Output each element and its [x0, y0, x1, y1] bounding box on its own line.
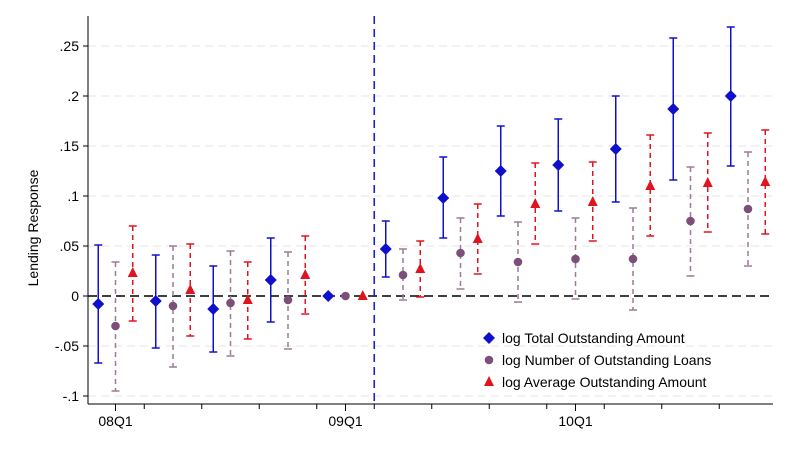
- legend-marker: [484, 355, 494, 365]
- legend-label: log Total Outstanding Amount: [502, 330, 685, 346]
- data-point: [242, 294, 253, 304]
- data-point: [168, 301, 178, 311]
- data-point: [552, 159, 565, 171]
- data-point: [494, 165, 507, 177]
- legend-marker: [483, 332, 495, 344]
- series-3: [127, 129, 771, 340]
- data-point: [357, 290, 368, 300]
- x-tick-label: 08Q1: [98, 413, 132, 429]
- legend-marker: [484, 376, 494, 386]
- y-tick-label: 0: [71, 288, 79, 304]
- data-point: [628, 254, 638, 264]
- data-point: [530, 198, 541, 208]
- y-tick-label: .1: [67, 188, 79, 204]
- data-point: [92, 298, 105, 310]
- y-tick-label: .25: [60, 38, 80, 54]
- data-point: [645, 180, 656, 190]
- data-point: [207, 303, 220, 315]
- data-point: [300, 269, 311, 279]
- data-point: [667, 103, 680, 115]
- y-tick-label: .15: [60, 138, 80, 154]
- data-point: [702, 177, 713, 187]
- reference-lines: [88, 16, 773, 404]
- data-point: [472, 233, 483, 243]
- y-tick-label: -.1: [63, 388, 80, 404]
- data-point: [398, 270, 408, 280]
- data-point: [111, 321, 120, 331]
- y-tick-label: -.05: [55, 338, 79, 354]
- data-point: [724, 90, 737, 102]
- data-point: [226, 298, 235, 308]
- legend-label: log Average Outstanding Amount: [502, 374, 707, 390]
- series-2: [111, 151, 753, 392]
- data-point: [686, 216, 695, 226]
- data-point: [185, 284, 196, 294]
- y-tick-label: .2: [67, 88, 79, 104]
- y-axis-label: Lending Response: [25, 169, 41, 286]
- data-series: [92, 26, 771, 392]
- data-point: [587, 196, 598, 206]
- legend-label: log Number of Outstanding Loans: [502, 352, 711, 368]
- series-1: [92, 26, 737, 364]
- x-tick-label: 09Q1: [328, 413, 362, 429]
- data-point: [379, 243, 392, 255]
- data-point: [149, 295, 162, 307]
- legend: log Total Outstanding Amount log Number o…: [483, 330, 711, 390]
- gridlines: [88, 45, 773, 397]
- data-point: [456, 248, 465, 258]
- data-point: [264, 274, 277, 286]
- data-point: [743, 204, 753, 214]
- x-tick-label: 10Q1: [558, 413, 592, 429]
- data-point: [283, 295, 293, 305]
- data-point: [415, 263, 426, 273]
- data-point: [437, 192, 450, 204]
- data-point: [571, 254, 580, 264]
- data-point: [341, 291, 350, 301]
- data-point: [322, 290, 335, 302]
- data-point: [127, 267, 138, 277]
- data-point: [760, 176, 771, 186]
- axes: -.1 -.05 0 .05 .1 .15 .2 .25 08Q1 09Q1 10Q1: [55, 16, 773, 429]
- data-point: [609, 143, 622, 155]
- data-point: [513, 257, 523, 267]
- y-tick-label: .05: [60, 238, 80, 254]
